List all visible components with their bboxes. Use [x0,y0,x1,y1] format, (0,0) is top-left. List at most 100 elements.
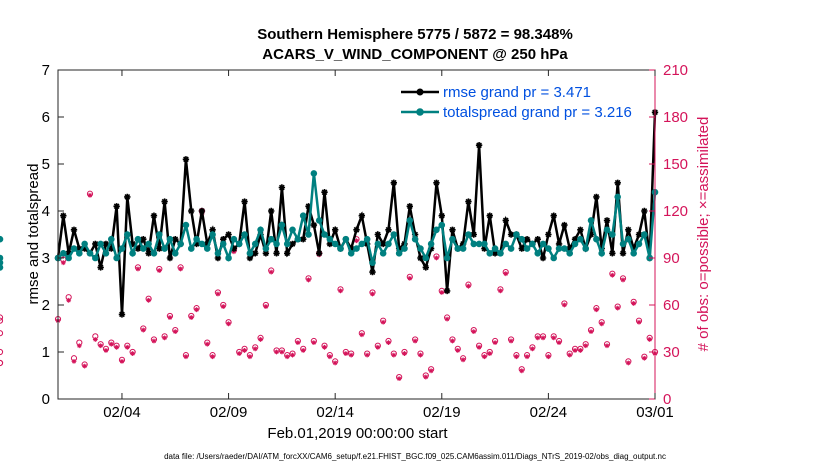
rmse-point [214,254,222,262]
totalspread-point [235,240,243,248]
totalspread-point [545,245,552,252]
totalspread-point [145,240,152,248]
obs-possible-point [0,314,4,321]
obs-assimilated-point [124,344,130,350]
totalspread-point [342,235,350,243]
totalspread-point [193,235,200,243]
totalspread-point [374,240,382,248]
obs-assimilated-point [647,337,653,342]
obs-assimilated-point [204,341,210,347]
obs-assimilated-point [311,340,317,345]
totalspread-point [70,245,78,252]
obs-assimilated-point [370,291,375,297]
legend-spread-marker [416,108,424,116]
obs-assimilated-point [92,337,98,342]
totalspread-point [369,259,376,267]
obs-assimilated-point [482,354,487,360]
obs-assimilated-point [183,354,189,360]
totalspread-point [225,254,232,262]
rmse-point [268,207,275,215]
rmse-point [76,245,83,252]
obs-assimilated-point [322,344,327,350]
obs-assimilated-point [226,321,231,327]
rmse-point [347,245,355,252]
rmse-point [577,226,584,233]
obs-possible-point [0,330,4,337]
obs-assimilated-point [455,348,461,353]
obs-assimilated-point [172,329,178,335]
rmse-point [427,245,435,252]
totalspread-point [358,240,366,248]
totalspread-point [390,231,398,238]
rmse-point [534,236,541,243]
obs-assimilated-point [274,349,279,355]
totalspread-point [571,240,579,248]
totalspread-point [507,245,515,252]
rmse-point [225,231,232,238]
obs-assimilated-point [300,348,306,353]
obs-assimilated-point [146,297,152,303]
rmse-point [374,231,382,238]
obs-assimilated-point [577,348,583,353]
rmse-point [81,245,88,252]
obs-assimilated-point [556,340,562,345]
rmse-point [465,198,472,205]
x-axis-label: Feb.01,2019 00:00:00 start [267,425,448,442]
totalspread-point [331,240,339,248]
totalspread-point [614,193,621,201]
rmse-point [230,245,238,252]
totalspread-point [363,235,371,243]
totalspread-point [401,245,408,252]
totalspread-point [635,240,643,248]
rmse-point [422,264,429,271]
obs-assimilated-point [423,374,429,380]
obs-assimilated-point [503,271,509,277]
totalspread-point [289,226,296,234]
totalspread-point [182,221,190,229]
obs-assimilated-point [418,352,423,358]
rmse-point [491,250,499,257]
obs-assimilated-point [242,348,247,353]
rmse-point [614,179,621,186]
rmse-point [193,240,200,248]
totalspread-point [406,217,414,224]
totalspread-point [619,240,627,248]
totalspread-point [422,254,430,262]
obs-assimilated-point [519,368,525,374]
y-tick-label-right: 120 [663,203,688,220]
rmse-point [619,250,627,257]
rmse-point [406,203,414,210]
totalspread-point [582,245,590,252]
rmse-point [545,231,552,238]
y-tick-label-left: 1 [42,344,50,361]
totalspread-point [257,226,264,234]
totalspread-point [123,231,131,238]
rmse-point [65,250,72,257]
rmse-point [310,221,318,229]
axes-layer: 0 1 2 3 4 5 6 7 0 30 60 90 120 150 180 210 02/04 02/09 02/… [42,62,688,421]
totalspread-point [539,240,547,248]
rmse-point [475,142,483,149]
totalspread-point [465,231,472,238]
obs-assimilated-point [188,315,194,320]
totalspread-point [81,240,88,248]
rmse-point [630,245,637,252]
y-tick-label-left: 2 [42,297,50,314]
obs-assimilated-point [412,338,418,344]
legend-rmse-label: rmse grand pr = 3.471 [443,84,591,101]
rmse-point [502,217,509,224]
totalspread-point [251,240,259,248]
obs-assimilated-point [135,266,141,272]
obs-assimilated-point [156,268,162,273]
totalspread-point [203,245,211,252]
x-tick-label: 02/09 [210,404,248,421]
totalspread-point [219,240,227,248]
rmse-point [321,189,328,196]
rmse-point [252,250,259,257]
totalspread-point [598,250,605,257]
obs-assimilated-point [284,354,290,360]
totalspread-point [283,240,291,248]
rmse-point [603,217,611,224]
obs-assimilated-point [354,238,359,244]
rmse-point [587,231,595,238]
